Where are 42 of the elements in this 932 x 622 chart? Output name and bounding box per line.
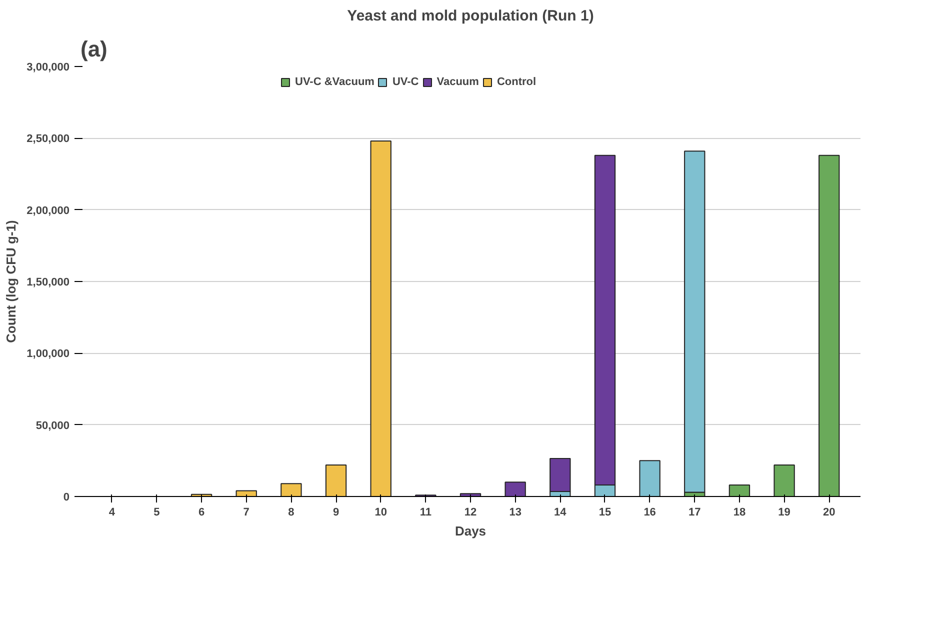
bar xyxy=(504,482,526,496)
x-tick-label: 11 xyxy=(420,506,432,518)
x-tick-label: 19 xyxy=(778,506,790,518)
x-tick-label: 6 xyxy=(198,506,205,518)
bar xyxy=(639,460,660,496)
bar xyxy=(370,140,392,496)
bar xyxy=(728,484,750,496)
y-tick-label: 2,50,000 xyxy=(26,133,70,146)
legend-label: UV-C &Vacuum xyxy=(295,76,374,88)
bar xyxy=(684,150,706,493)
x-tick-label: 4 xyxy=(108,506,116,518)
y-tick-label: 3,00,000 xyxy=(26,62,70,74)
x-tick-label: 13 xyxy=(509,506,522,518)
x-tick-label: 7 xyxy=(243,506,250,518)
chart-title: Yeast and mold population (Run 1) xyxy=(347,8,594,24)
x-tick-label: 20 xyxy=(823,506,836,518)
x-tick-label: 5 xyxy=(154,506,160,518)
bar xyxy=(280,483,302,496)
x-axis-title: Days xyxy=(454,524,486,538)
bar xyxy=(774,464,795,496)
x-tick-label: 8 xyxy=(288,506,294,518)
y-tick-label: 1,00,000 xyxy=(26,348,70,360)
y-tick-label: 0 xyxy=(63,492,70,504)
bar xyxy=(550,458,571,492)
y-axis-title: Count (log CFU g-1) xyxy=(4,220,19,343)
bar xyxy=(818,154,840,496)
x-tick-label: 16 xyxy=(644,506,656,518)
x-tick-label: 17 xyxy=(688,506,701,518)
legend-label: Vacuum xyxy=(436,76,479,88)
legend-label: UV-C xyxy=(392,76,419,88)
x-tick-label: 14 xyxy=(554,506,568,518)
x-tick-label: 9 xyxy=(332,506,340,518)
x-tick-label: 12 xyxy=(464,506,477,518)
x-tick-label: 18 xyxy=(733,506,746,518)
text: (a) xyxy=(80,36,108,62)
x-tick-label: 10 xyxy=(374,506,387,518)
y-tick-label: 50,000 xyxy=(36,420,70,432)
x-tick-label: 15 xyxy=(598,506,612,518)
bar xyxy=(325,464,347,496)
y-tick-label: 2,00,000 xyxy=(26,204,70,217)
legend-label: Control xyxy=(496,76,536,88)
y-tick-label: 1,50,000 xyxy=(26,276,70,288)
